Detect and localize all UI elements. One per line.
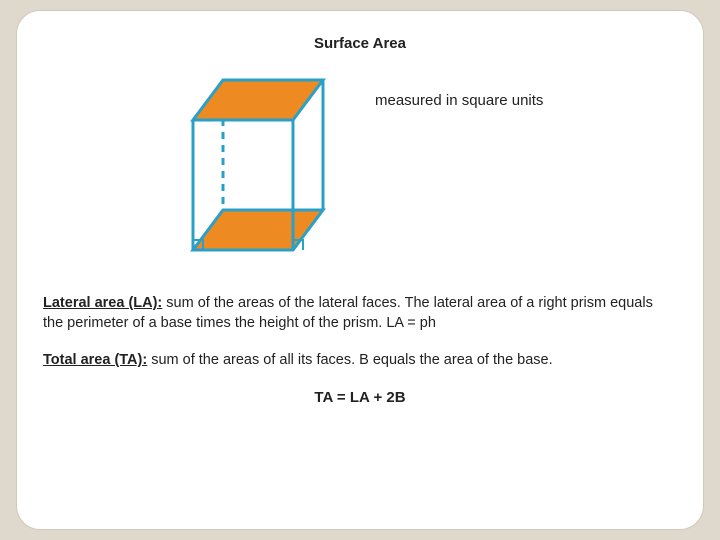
- lateral-area-paragraph: Lateral area (LA): sum of the areas of t…: [43, 294, 677, 333]
- total-area-paragraph: Total area (TA): sum of the areas of all…: [43, 351, 677, 371]
- total-label: Total area (TA):: [43, 352, 147, 368]
- caption-text: measured in square units: [375, 92, 543, 109]
- slide-title: Surface Area: [43, 35, 677, 52]
- slide-card: Surface Area measured in square units La…: [16, 10, 704, 530]
- lateral-label: Lateral area (LA):: [43, 295, 162, 311]
- prism-svg: [187, 70, 357, 280]
- total-text: sum of the areas of all its faces. B equ…: [147, 352, 552, 368]
- formula-text: TA = LA + 2B: [43, 389, 677, 406]
- prism-diagram: [187, 70, 357, 285]
- top-row: measured in square units: [43, 74, 677, 294]
